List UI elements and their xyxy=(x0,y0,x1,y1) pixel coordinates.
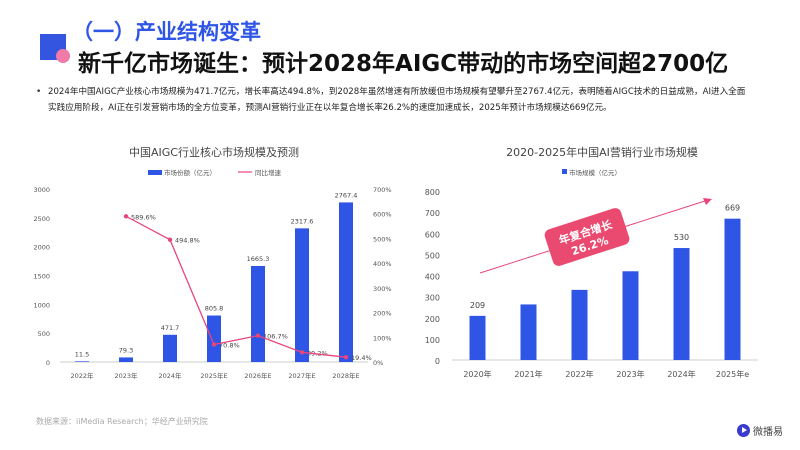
y2-tick-label: 500% xyxy=(373,235,392,243)
y-tick-label: 0 xyxy=(435,357,440,366)
bar xyxy=(571,289,588,360)
y-tick-label: 300 xyxy=(425,294,440,303)
x-tick-label: 2022年 xyxy=(70,371,94,380)
chart2-title: 2020-2025年中国AI营销行业市场规模 xyxy=(506,145,698,159)
legend-bar-label: 市场规模（亿元） xyxy=(569,168,621,177)
x-tick-label: 2025年e xyxy=(716,369,749,379)
growth-label: 19.4% xyxy=(351,354,372,362)
legend-line-label: 同比增速 xyxy=(255,168,282,177)
x-tick-label: 2020年 xyxy=(463,369,491,379)
y-tick-label: 1000 xyxy=(33,301,50,309)
bar xyxy=(622,271,639,360)
growth-line xyxy=(125,215,347,358)
y-tick-label: 500 xyxy=(425,251,440,260)
page-title: 新千亿市场诞生：预计2028年AIGC带动的市场空间超2700亿 xyxy=(78,51,729,77)
bar-value-label: 2317.6 xyxy=(291,217,314,225)
bar xyxy=(295,228,309,362)
y2-tick-label: 700% xyxy=(373,186,392,194)
bar-value-label: 209 xyxy=(470,301,485,310)
x-tick-label: 2028年E xyxy=(332,371,359,380)
bar-value-label: 2767.4 xyxy=(335,191,358,199)
section-heading: （一）产业结构变革 xyxy=(72,20,261,44)
y-tick-label: 100 xyxy=(425,336,440,345)
bar xyxy=(339,202,353,362)
bullet: • xyxy=(36,87,42,97)
y-tick-label: 700 xyxy=(425,209,440,218)
x-tick-label: 2027年E xyxy=(288,371,315,380)
y2-tick-label: 100% xyxy=(373,334,392,342)
growth-label: 39.2% xyxy=(307,349,328,357)
header-dot-icon xyxy=(56,49,70,63)
bar xyxy=(673,248,690,360)
bar xyxy=(207,315,221,362)
bar-value-label: 1665.3 xyxy=(247,255,270,263)
x-tick-label: 2024年 xyxy=(667,369,695,379)
growth-point xyxy=(299,350,305,355)
x-tick-label: 2026年E xyxy=(244,371,271,380)
logo-text: 微播易 xyxy=(753,427,783,438)
bar-value-label: 669 xyxy=(725,204,740,213)
x-tick-label: 2021年 xyxy=(514,369,542,379)
growth-label: 494.8% xyxy=(175,237,200,245)
brand-logo: 微播易 xyxy=(737,423,783,438)
play-logo-icon xyxy=(737,424,750,437)
legend-bar-label: 市场份额（亿元） xyxy=(164,168,216,177)
chart1-title: 中国AIGC行业核心市场规模及预测 xyxy=(129,145,299,159)
growth-point xyxy=(211,342,217,347)
bar-value-label: 11.5 xyxy=(75,350,89,358)
bar-value-label: 471.7 xyxy=(161,324,180,332)
data-source: 数据来源：iiMedia Research；华经产业研究院 xyxy=(36,417,208,426)
y-tick-label: 500 xyxy=(38,330,50,338)
growth-label: 106.7% xyxy=(263,333,288,341)
growth-point xyxy=(167,237,173,242)
growth-point xyxy=(123,214,129,219)
bar xyxy=(469,315,486,360)
x-tick-label: 2024年 xyxy=(158,371,182,380)
y2-tick-label: 200% xyxy=(373,310,392,318)
growth-point xyxy=(343,355,349,360)
x-tick-label: 2025年E xyxy=(200,371,227,380)
y2-tick-label: 600% xyxy=(373,211,392,219)
legend-bar-swatch xyxy=(148,170,162,175)
y-tick-label: 800 xyxy=(425,188,440,197)
y-tick-label: 600 xyxy=(425,230,440,239)
summary-paragraph: 2024年中国AIGC产业核心市场规模为471.7亿元，增长率高达494.8%，… xyxy=(48,87,746,113)
growth-point xyxy=(255,333,261,338)
bar xyxy=(724,218,741,360)
y-tick-label: 2000 xyxy=(33,244,50,252)
cagr-badge xyxy=(544,208,630,266)
bar xyxy=(163,334,177,362)
arrow-head-icon xyxy=(703,198,712,205)
y2-tick-label: 0% xyxy=(373,359,383,367)
x-tick-label: 2022年 xyxy=(565,369,593,379)
y-tick-label: 0 xyxy=(46,359,50,367)
x-tick-label: 2023年 xyxy=(114,371,138,380)
y-tick-label: 2500 xyxy=(33,215,50,223)
y-tick-label: 200 xyxy=(425,315,440,324)
y-tick-label: 1500 xyxy=(33,273,50,281)
legend-bar-swatch xyxy=(562,169,567,174)
y2-tick-label: 300% xyxy=(373,285,392,293)
y2-tick-label: 400% xyxy=(373,260,392,268)
x-tick-label: 2023年 xyxy=(616,369,644,379)
bar xyxy=(251,265,265,362)
bar xyxy=(520,304,537,360)
bar-value-label: 79.3 xyxy=(119,346,133,354)
bar xyxy=(75,361,89,362)
bar xyxy=(119,357,133,362)
bar-value-label: 805.8 xyxy=(205,305,224,313)
y-tick-label: 3000 xyxy=(33,186,50,194)
growth-label: 70.8% xyxy=(219,342,240,350)
bar-value-label: 530 xyxy=(674,233,689,242)
y-tick-label: 400 xyxy=(425,273,440,282)
growth-label: 589.6% xyxy=(131,213,156,221)
